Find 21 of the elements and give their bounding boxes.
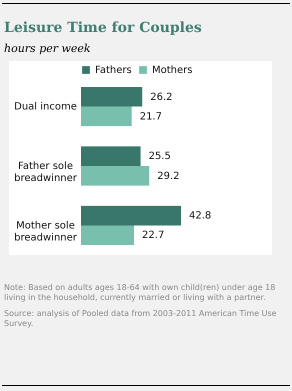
bar	[81, 166, 150, 186]
y-tick-label: Mother sole breadwinner	[14, 220, 78, 244]
legend-label: Fathers	[95, 65, 132, 76]
data-label: 26.2	[150, 92, 172, 103]
bar	[81, 206, 181, 226]
bar	[81, 86, 142, 107]
data-label: 21.7	[140, 111, 162, 122]
chart-subtitle: hours per week	[4, 42, 92, 55]
chart-title: Leisure Time for Couples	[4, 19, 203, 36]
data-label: 29.2	[157, 170, 180, 182]
bar	[81, 146, 141, 166]
legend-label: Mothers	[152, 65, 192, 76]
y-tick-label: Dual income	[14, 102, 77, 113]
bar	[81, 225, 134, 246]
data-label: 25.5	[148, 151, 171, 162]
y-tick-label: Father sole breadwinner	[14, 161, 78, 184]
source-note: Source: analysis of Pooled data from 2003-2011 American Time Use Survey.	[4, 309, 278, 329]
data-label: 22.7	[142, 230, 164, 242]
text: Note: Based on adults ages 18-64 with own child(ren) under age 18 living in the household, currently married or living with a partner.	[4, 283, 276, 303]
data-label: 42.8	[189, 210, 212, 222]
bar	[81, 106, 132, 126]
